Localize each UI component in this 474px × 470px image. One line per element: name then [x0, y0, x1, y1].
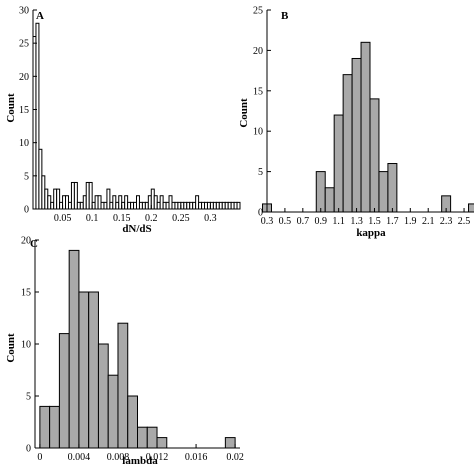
panel-b-y-tick-label: 0 — [258, 208, 263, 219]
panel-a-x-tick-label: 0.1 — [86, 213, 99, 224]
panel-a-y-tick-label: 10 — [19, 138, 29, 149]
panel-b-x-tick-label: 1.1 — [332, 216, 345, 227]
panel-b-plot: 0 5 10 15 20 25 0.3 0.5 0.7 0.9 1.1 1.3 1.5 1.7 1.9 2.1… — [253, 6, 474, 227]
panel-c-y-axis-title: Count — [5, 333, 17, 363]
panel-a-bar — [236, 201, 241, 210]
panel-a-y-tick-label: 25 — [19, 39, 29, 50]
panel-c-bar — [39, 405, 51, 449]
panel-c-bar — [97, 343, 109, 449]
panel-b-x-tick-label: 0.5 — [279, 216, 292, 227]
panel-b-bar — [387, 163, 398, 213]
panel-c-bar — [117, 322, 129, 449]
panel-b-x-tick-label: 0.9 — [314, 216, 327, 227]
panel-b-y-axis-title: Count — [238, 98, 250, 128]
panel-c-bar — [58, 333, 70, 449]
panel-c-bar — [68, 249, 80, 449]
panel-c-x-tick-label: 0.016 — [185, 452, 208, 463]
panel-b-bar — [342, 74, 353, 213]
panel-a-x-tick-label: 0.25 — [172, 213, 190, 224]
panel-a-y-tick-label: 30 — [19, 6, 29, 17]
panel-c-y-tick-label: 15 — [21, 288, 31, 299]
panel-b-y-tick-label: 5 — [258, 167, 263, 178]
panel-c-bar — [137, 426, 148, 449]
panel-b-x-tick-label: 2.3 — [440, 216, 453, 227]
panel-c-x-tick-label: 0.02 — [226, 452, 244, 463]
panel-a-y-tick-label: 0 — [24, 205, 29, 216]
panel-c-bar — [107, 374, 119, 449]
panel-b-y-tick-label: 15 — [253, 86, 263, 97]
panel-c-x-axis-title: lambda — [122, 455, 158, 467]
panel-a: A 0 5 10 15 20 25 30 0.05 0.1 0.15 0.2 0.25 0.3 dN/d… — [5, 6, 241, 235]
panel-c-y-tick-label: 0 — [26, 444, 31, 455]
panel-c-bar — [224, 437, 236, 449]
panel-b-y-tick-label: 10 — [253, 127, 263, 138]
panel-b-x-tick-label: 0.7 — [297, 216, 310, 227]
panel-a-y-tick-label: 15 — [19, 105, 29, 116]
panel-b-x-tick-label: 0.3 — [261, 216, 274, 227]
panel-c: C 0 5 10 15 20 0 0.004 0.008 0.012 0.016 0.02 lamb… — [5, 236, 244, 468]
panel-b-x-axis-title: kappa — [356, 227, 386, 239]
panel-c-bar — [146, 426, 158, 449]
panel-b-bar — [468, 203, 474, 213]
panel-b-bar — [333, 114, 344, 213]
panel-b-x-tick-label: 2.1 — [422, 216, 435, 227]
panel-b-x-tick-label: 1.7 — [386, 216, 399, 227]
panel-b-x-tick-label: 1.9 — [404, 216, 417, 227]
panel-b-bar — [315, 171, 326, 213]
panel-b-bar — [378, 171, 389, 213]
panel-a-x-tick-label: 0.15 — [113, 213, 131, 224]
panel-c-x-tick-label: 0.012 — [146, 452, 169, 463]
panel-c-bar — [49, 405, 60, 449]
panel-b-x-tick-label: 1.5 — [368, 216, 381, 227]
panel-b-x-tick-label: 1.3 — [350, 216, 363, 227]
panel-c-y-tick-label: 5 — [26, 392, 31, 403]
panel-c-bar — [78, 291, 90, 449]
panel-letter-c: C — [30, 238, 38, 250]
panel-a-y-tick-label: 5 — [24, 171, 29, 182]
panel-a-x-tick-label: 0.3 — [204, 213, 217, 224]
panel-c-x-tick-label: 0.004 — [68, 452, 91, 463]
panel-b: B 0 5 10 15 20 25 0.3 0.5 0.7 0.9 1.1 1.3 1.5 1.7 1.9 2… — [238, 6, 474, 239]
panel-b-y-tick-label: 20 — [253, 46, 263, 57]
panel-a-y-tick-label: 20 — [19, 72, 29, 83]
panel-c-bar — [88, 291, 99, 449]
panel-b-bar — [351, 57, 362, 213]
panel-c-bar — [156, 437, 168, 449]
panel-a-y-axis-title: Count — [5, 93, 17, 123]
panel-c-x-tick-label: 0.008 — [107, 452, 130, 463]
panel-letter-a: A — [36, 10, 44, 22]
panel-c-y-tick-label: 20 — [21, 236, 31, 247]
panel-c-plot: 0 5 10 15 20 0 0.004 0.008 0.012 0.016 0.02 — [21, 236, 244, 464]
panel-b-x-tick-label: 2.5 — [458, 216, 471, 227]
panel-a-x-axis-title: dN/dS — [122, 223, 151, 235]
panel-c-bar — [127, 395, 138, 449]
panel-b-bar — [324, 187, 335, 213]
panel-c-y-tick-label: 10 — [21, 340, 31, 351]
panel-c-x-tick-label: 0 — [37, 452, 42, 463]
panel-a-plot: 0 5 10 15 20 25 30 0.05 0.1 0.15 0.2 0.25 0.3 — [19, 6, 241, 224]
panel-a-x-tick-label: 0.05 — [54, 213, 72, 224]
panel-a-x-tick-label: 0.2 — [145, 213, 158, 224]
panel-letter-b: B — [281, 10, 289, 22]
panel-b-bar — [369, 98, 380, 213]
panel-b-bar — [360, 41, 371, 213]
panel-b-y-tick-label: 25 — [253, 6, 263, 17]
